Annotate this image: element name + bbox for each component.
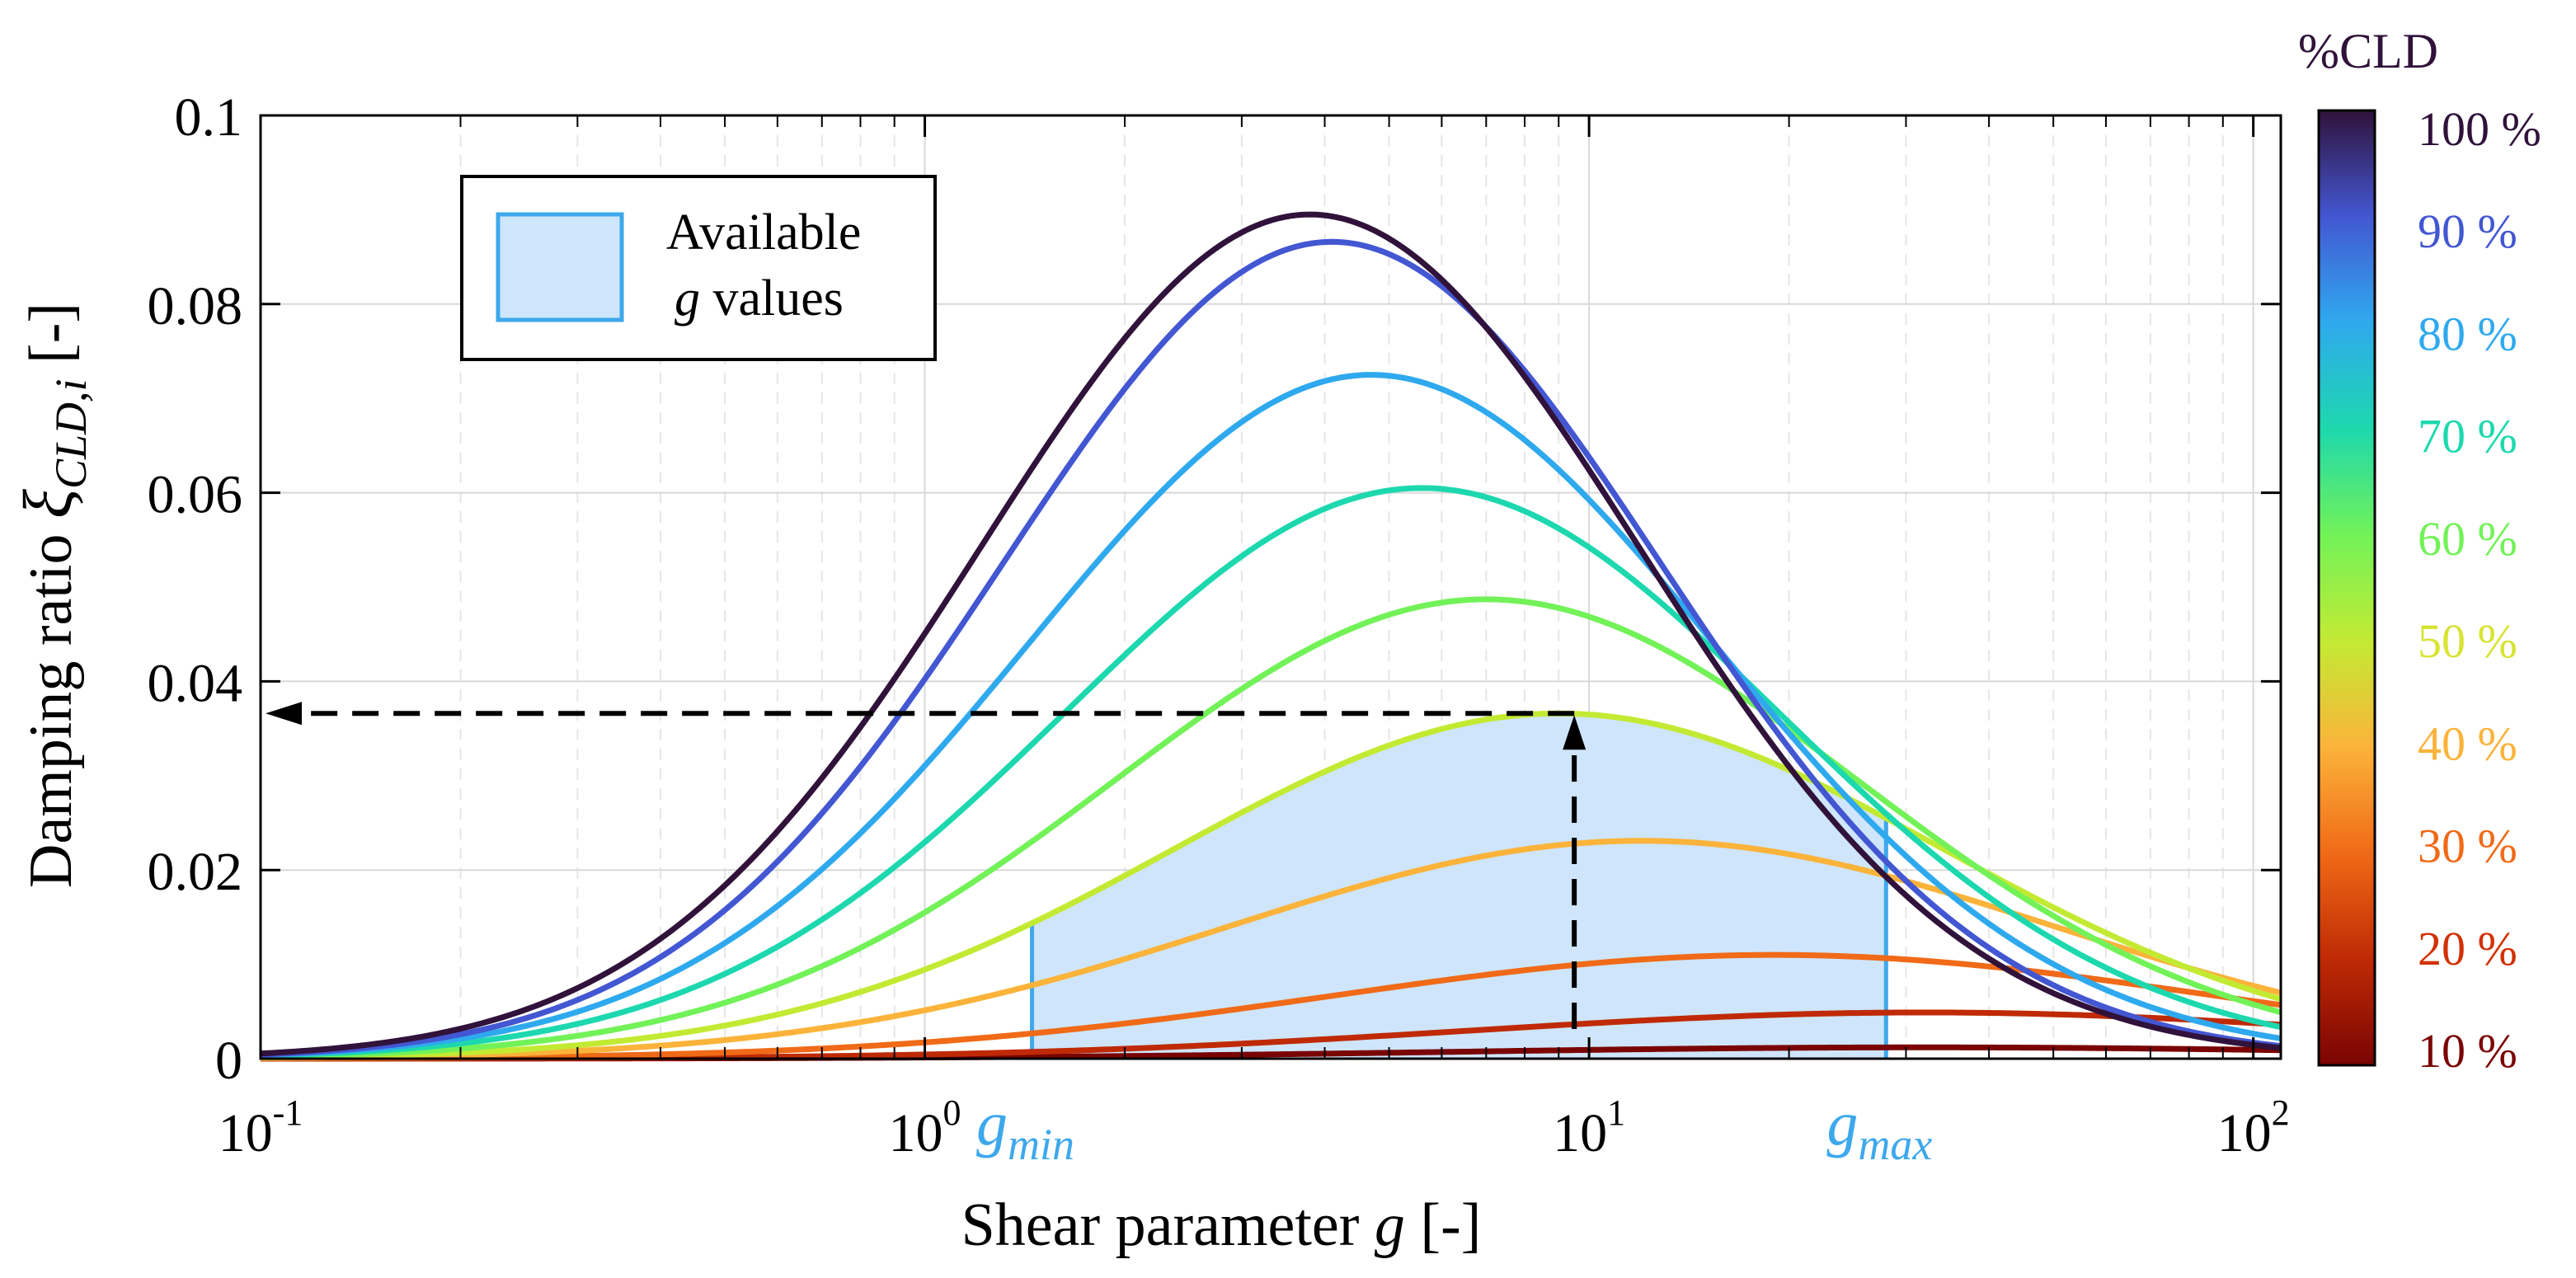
y-tick-label: 0.04 (148, 653, 243, 713)
y-tick-label: 0.08 (148, 276, 243, 336)
annotation-up-arrowhead (1563, 715, 1586, 750)
gmin-label: gmin (976, 1089, 1074, 1169)
legend-line2: g values (675, 270, 844, 327)
x-axis-label: Shear parameter g [-] (961, 1191, 1482, 1259)
colorbar-label-60: 60 % (2418, 512, 2517, 566)
x-tick-label: 101 (1553, 1092, 1625, 1163)
gmax-label: gmax (1826, 1089, 1932, 1169)
series-line-50 (260, 710, 2282, 1061)
colorbar-label-90: 90 % (2418, 204, 2517, 258)
colorbar-gradient (2317, 109, 2376, 1067)
annotation-arrows (266, 702, 1586, 1029)
colorbar-label-10: 10 % (2418, 1024, 2517, 1078)
colorbar-label-40: 40 % (2418, 717, 2517, 770)
y-tick-label: 0.1 (175, 87, 243, 148)
colorbar-title: %CLD (2298, 24, 2438, 78)
series-line-60 (260, 596, 2282, 1060)
colorbar-label-70: 70 % (2418, 410, 2517, 463)
series-line-80 (260, 372, 2282, 1059)
colorbar-label-80: 80 % (2418, 307, 2517, 360)
colorbar-label-100: 100 % (2418, 102, 2541, 156)
legend: Available g values (460, 175, 937, 361)
series-line-70 (260, 485, 2282, 1060)
colorbar-label-50: 50 % (2418, 614, 2517, 668)
colorbar-label-30: 30 % (2418, 820, 2517, 873)
legend-swatch (496, 212, 624, 322)
plot-frame (259, 114, 2282, 1060)
axes: 0 0.02 0.04 0.06 0.08 0.1 10-1 100 101 102 gmin gma… (10, 87, 2290, 1259)
available-g-fill (1032, 713, 1887, 1059)
x-tick-label: 10-1 (219, 1092, 303, 1163)
y-tick-label: 0.06 (148, 465, 243, 525)
legend-line1: Available (666, 204, 861, 261)
colorbar: %CLD 10 % 20 % 30 % 40 % 50 % 60 % 70 % 80 % 90 %… (2298, 24, 2541, 1078)
colorbar-label-20: 20 % (2418, 922, 2517, 975)
series-line-100 (260, 211, 2282, 1057)
y-tick-label: 0 (215, 1031, 242, 1091)
x-tick-label: 100 (889, 1092, 961, 1163)
series-line-90 (260, 238, 2282, 1058)
y-tick-label: 0.02 (148, 842, 243, 902)
series-line-30 (260, 951, 2282, 1062)
y-axis-label: Damping ratio ξCLD,i [-] (10, 303, 96, 888)
available-g-region (1030, 713, 1888, 1059)
annotation-left-arrowhead (266, 702, 302, 726)
x-tick-label: 102 (2217, 1092, 2290, 1163)
